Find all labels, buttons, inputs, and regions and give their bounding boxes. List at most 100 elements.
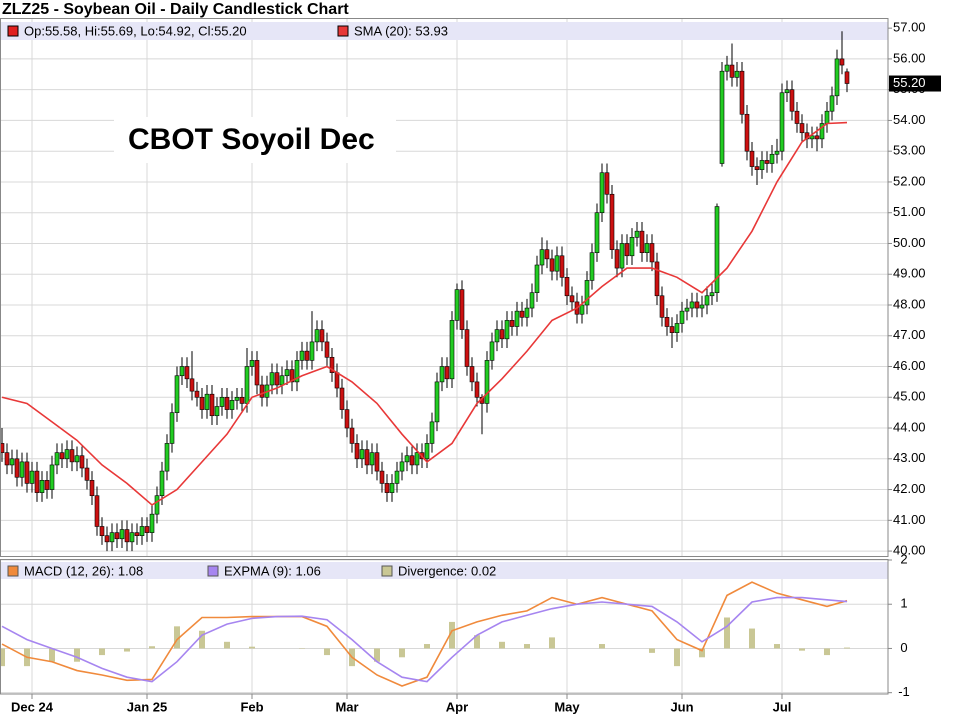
candle-body [69, 449, 75, 463]
y-tick-label: 48.00 [893, 296, 926, 311]
y-tick-label: -1 [898, 684, 910, 699]
y-tick-label: 57.00 [893, 20, 926, 35]
legend-label: Divergence: 0.02 [398, 563, 496, 578]
candle-body [774, 150, 780, 155]
candle-body [834, 58, 840, 97]
candle-body [599, 172, 605, 214]
candle-body [694, 301, 700, 309]
y-tick-label: 44.00 [893, 419, 926, 434]
y-tick-label: 56.00 [893, 50, 926, 65]
y-tick-label: 43.00 [893, 450, 926, 465]
candle-body [379, 470, 385, 484]
candle-body [474, 381, 480, 398]
candle-body [114, 532, 120, 540]
candle-body [469, 366, 475, 383]
candle-body [9, 458, 15, 466]
candle-body [794, 110, 800, 124]
candle-body [259, 384, 265, 398]
candle-body [684, 307, 690, 312]
candle-body [154, 495, 160, 515]
candle-body [404, 455, 410, 463]
candle-body [749, 150, 755, 167]
candle-body [149, 513, 155, 533]
candle-body [104, 535, 110, 543]
candle-body [34, 470, 40, 493]
candle-body [699, 304, 705, 309]
candle-body [99, 526, 105, 536]
y-tick-label: 53.00 [893, 143, 926, 158]
candle-body [314, 329, 320, 343]
candle-body [214, 406, 220, 417]
candle-body [619, 243, 625, 269]
divergence-bar [449, 621, 455, 649]
legend-label: MACD (12, 26): 1.08 [24, 563, 143, 578]
candle-body [284, 369, 290, 377]
candle-body [439, 366, 445, 383]
candle-body [734, 70, 740, 78]
y-tick-label: 54.00 [893, 112, 926, 127]
candle-body [789, 89, 795, 112]
legend-band [0, 22, 888, 40]
candle-body [639, 230, 645, 254]
candle-body [334, 372, 340, 389]
candle-body [239, 396, 245, 404]
legend-swatch [381, 565, 393, 577]
candle-body [309, 341, 315, 361]
candle-body [769, 153, 775, 164]
divergence-bar [844, 647, 850, 649]
candle-body [219, 396, 225, 407]
candle-body [389, 483, 395, 493]
candle-body [719, 70, 725, 164]
candle-body [659, 295, 665, 318]
candle-body [59, 452, 65, 460]
candle-body [754, 166, 760, 170]
candle-body [324, 341, 330, 358]
candle-body [179, 366, 185, 377]
candle-body [814, 135, 820, 140]
candle-body [279, 375, 285, 386]
candle-body [329, 356, 335, 373]
candle-body [844, 71, 850, 84]
candle-body [679, 310, 685, 324]
candle-body [299, 350, 305, 361]
line-series [1, 581, 848, 687]
candle-body [539, 249, 545, 266]
candle-body [839, 58, 845, 66]
candle-body [669, 326, 675, 333]
candle-body [349, 427, 355, 444]
candle-body [524, 307, 530, 318]
candle-body [359, 449, 365, 460]
candle-body [339, 387, 345, 410]
x-tick-label: Mar [335, 699, 358, 714]
legend-swatch [207, 565, 219, 577]
candle-body [229, 400, 235, 410]
y-tick-label: 52.00 [893, 173, 926, 188]
candle-body [739, 70, 745, 115]
candle-body [664, 316, 670, 327]
candle-body [594, 212, 600, 254]
candle-body [144, 526, 150, 533]
divergence-bar [774, 644, 780, 649]
candle-body [54, 452, 60, 466]
divergence-bar [99, 648, 105, 656]
divergence-bar [749, 628, 755, 649]
candle-body [294, 360, 300, 383]
candle-body [809, 135, 815, 140]
candle-body [624, 243, 630, 257]
candle-body [94, 495, 100, 527]
candle-body [494, 329, 500, 343]
candle-body [549, 258, 555, 272]
candle-body [64, 449, 70, 460]
divergence-bar [174, 626, 180, 649]
divergence-bar [324, 648, 330, 656]
candle-body [374, 452, 380, 472]
candle-body [449, 320, 455, 380]
last-price-label: 55.20 [893, 75, 926, 90]
legend-swatch [7, 25, 19, 37]
candle-body [509, 320, 515, 327]
candle-body [139, 526, 145, 536]
candle-body [204, 393, 210, 410]
candle-body [514, 310, 520, 327]
divergence-bar [74, 648, 80, 662]
candle-body [499, 329, 505, 340]
